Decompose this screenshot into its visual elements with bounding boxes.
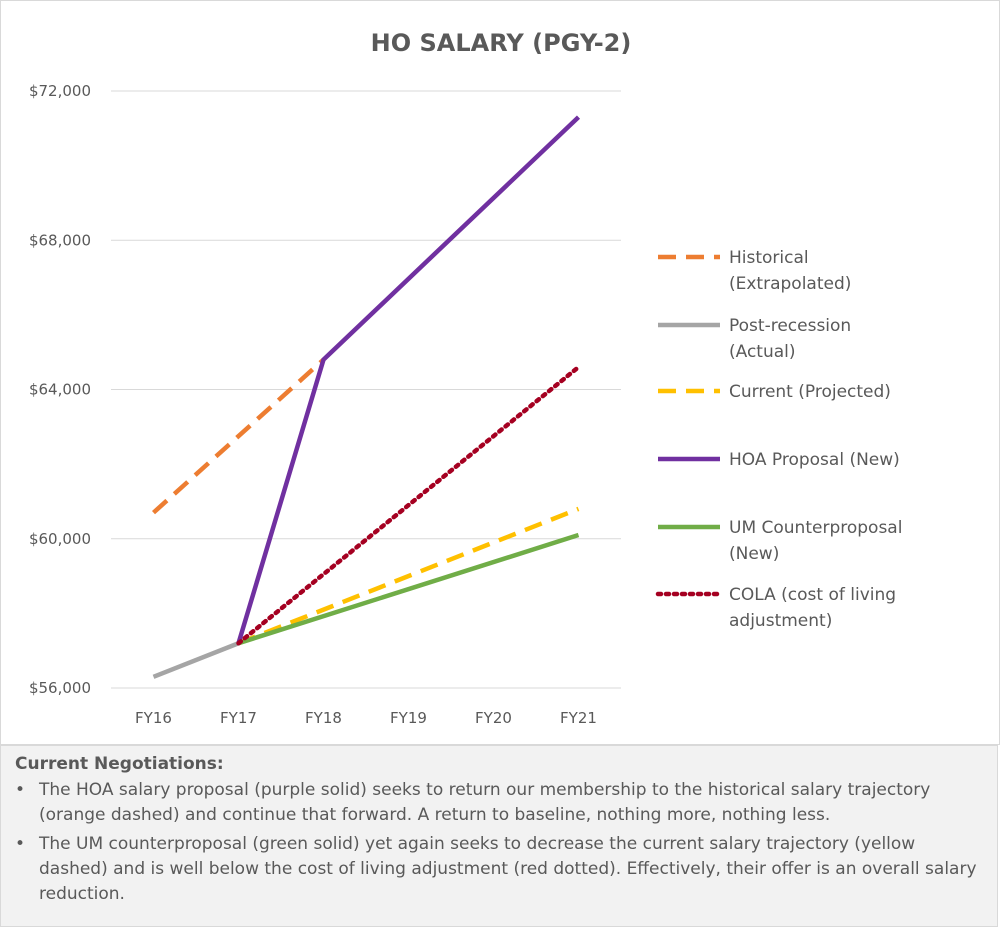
note-item: • The UM counterproposal (green solid) y… — [15, 832, 983, 907]
series-line — [236, 115, 581, 644]
series-line — [151, 357, 326, 515]
y-tick-label: $56,000 — [29, 679, 91, 697]
series-line — [237, 506, 580, 646]
legend-label: Current (Projected) — [729, 382, 891, 402]
series-line — [237, 532, 580, 646]
y-tick-label: $60,000 — [29, 530, 91, 548]
legend-label: Historical (Extrapolated) — [729, 248, 851, 294]
legend-label: COLA (cost of living adjustment) — [729, 585, 896, 631]
y-tick-label: $68,000 — [29, 231, 91, 249]
bullet-icon: • — [15, 834, 26, 854]
x-tick-label: FY16 — [135, 709, 172, 727]
series-line — [152, 641, 240, 679]
x-tick-label: FY21 — [560, 709, 597, 727]
legend-label: Post-recession (Actual) — [729, 316, 851, 362]
note-text: The UM counterproposal (green solid) yet… — [39, 834, 977, 904]
y-tick-label: $64,000 — [29, 381, 91, 399]
chart-panel: HO SALARY (PGY-2) $56,000 $60,000 $64,000 $… — [0, 0, 1000, 745]
legend-label: UM Counterproposal (New) — [729, 518, 902, 564]
legend-label: HOA Proposal (New) — [729, 450, 900, 470]
x-tick-label: FY18 — [305, 709, 342, 727]
notes-panel: Current Negotiations: • The HOA salary p… — [0, 745, 998, 927]
x-tick-label: FY17 — [220, 709, 257, 727]
chart-title: HO SALARY (PGY-2) — [371, 29, 632, 57]
bullet-icon: • — [15, 780, 26, 800]
x-tick-label: FY20 — [475, 709, 512, 727]
note-item: • The HOA salary proposal (purple solid)… — [15, 778, 983, 828]
line-chart: HO SALARY (PGY-2) $56,000 $60,000 $64,000 $… — [29, 29, 902, 727]
notes-heading: Current Negotiations: — [15, 754, 224, 774]
x-tick-label: FY19 — [390, 709, 427, 727]
note-text: The HOA salary proposal (purple solid) s… — [39, 780, 931, 825]
y-tick-label: $72,000 — [29, 82, 91, 100]
series-line — [236, 364, 581, 646]
